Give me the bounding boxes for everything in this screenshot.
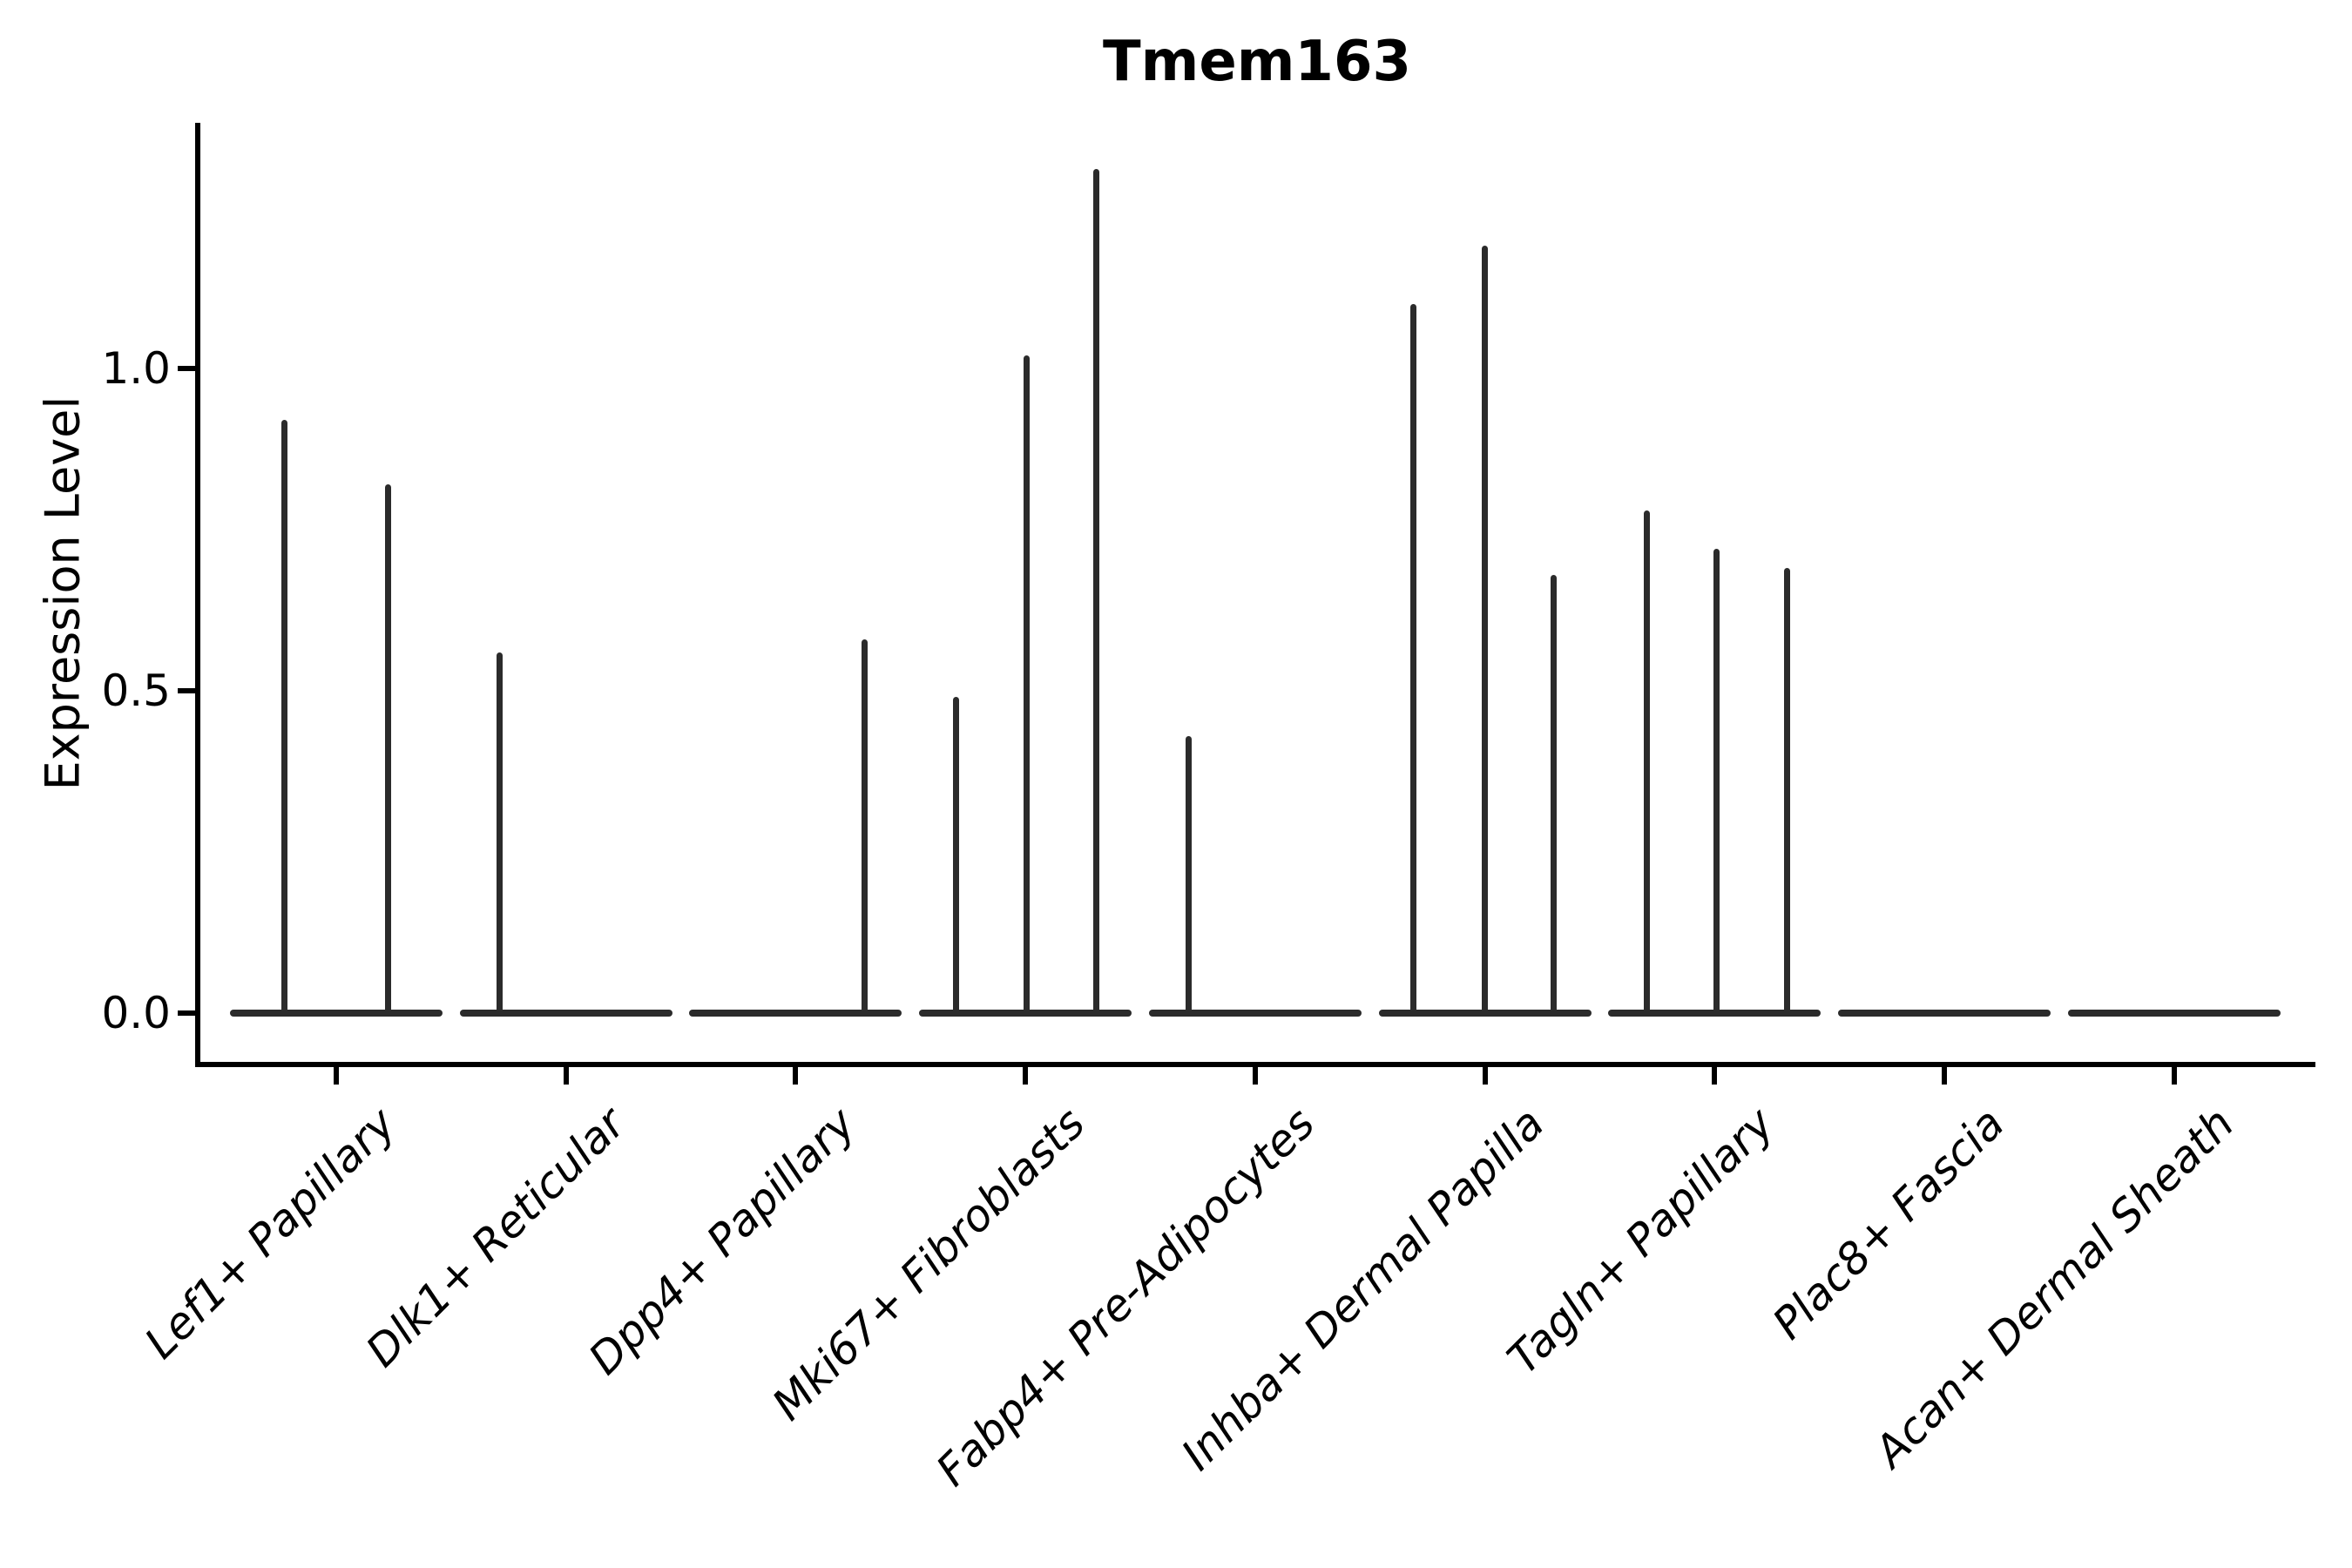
violin-base (230, 1010, 443, 1017)
violin-spike (1410, 304, 1417, 1015)
x-tick-label: Lef1+ Papillary (135, 1098, 406, 1369)
violin-spike (1643, 510, 1650, 1015)
y-tick (178, 366, 195, 371)
y-tick-label: 0.5 (101, 666, 171, 716)
x-tick (2171, 1067, 2177, 1085)
violin-base (2067, 1010, 2281, 1017)
y-tick (178, 1010, 195, 1016)
violin-base (1837, 1010, 2051, 1017)
violin-spike (1023, 355, 1030, 1015)
x-tick (1252, 1067, 1258, 1085)
x-tick (563, 1067, 569, 1085)
x-tick-label: Plac8+ Fascia (1762, 1098, 2014, 1349)
violin-base (689, 1010, 902, 1017)
violin-base (459, 1010, 672, 1017)
violin-spike (280, 420, 287, 1015)
violin-spike (1185, 735, 1192, 1015)
y-axis-label: Expression Level (35, 395, 91, 791)
violin-spike (862, 639, 868, 1015)
violin-spike (1713, 549, 1720, 1015)
y-axis-spine (195, 123, 200, 1067)
y-tick-label: 1.0 (101, 343, 171, 394)
x-axis-spine (195, 1062, 2315, 1067)
chart-title: Tmem163 (1102, 30, 1412, 94)
x-tick (1941, 1067, 1947, 1085)
violin-spike (496, 652, 503, 1015)
x-tick (334, 1067, 339, 1085)
x-tick (793, 1067, 799, 1085)
violin-spike (1482, 246, 1488, 1015)
x-tick (1023, 1067, 1029, 1085)
x-tick-label: Fabp4+ Pre-Adipocytes (926, 1098, 1325, 1497)
violin-spike (1093, 168, 1100, 1015)
violin-base (1148, 1010, 1362, 1017)
violin-spike (1783, 568, 1790, 1015)
x-tick (1712, 1067, 1718, 1085)
x-tick (1482, 1067, 1488, 1085)
violin-spike (385, 484, 392, 1015)
y-tick-label: 0.0 (101, 988, 171, 1038)
y-tick (178, 688, 195, 693)
violin-spike (953, 697, 960, 1015)
violin-spike (1551, 574, 1558, 1015)
